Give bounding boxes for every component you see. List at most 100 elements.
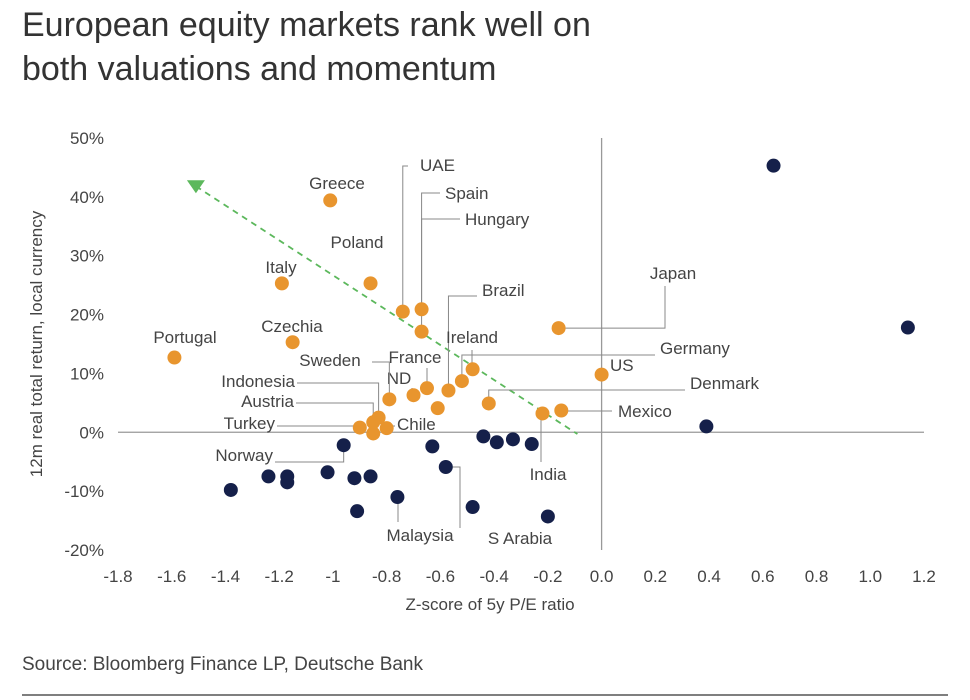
leader-line [445,466,461,528]
point-label: Mexico [618,402,672,421]
x-tick-label: -0.4 [479,567,508,586]
source: Source: Bloomberg Finance LP, Deutsche B… [22,654,423,675]
point [379,421,394,436]
point [352,420,367,435]
point [167,350,182,365]
point [395,304,410,319]
y-tick-label: 0% [79,423,104,442]
point-label: S Arabia [488,529,553,548]
x-tick-label: -1.2 [265,567,294,586]
point [438,460,453,475]
point [347,471,362,486]
point [425,439,440,454]
point [594,367,609,382]
point [430,401,445,416]
point [323,193,338,208]
point [476,429,491,444]
point [366,415,381,430]
point-label: Portugal [153,328,216,347]
x-tick-label: -1.8 [103,567,132,586]
point-label: Italy [265,258,297,277]
point [699,419,714,434]
point-label: Chile [397,415,436,434]
y-axis-label: 12m real total return, local currency [27,210,46,477]
point-label: Ireland [446,328,498,347]
leader-line [421,218,460,332]
point-label: Austria [241,392,294,411]
point [363,469,378,484]
point-label: UAE [420,156,455,175]
point [524,437,539,452]
point [261,469,276,484]
point [414,324,429,339]
x-tick-label: 0.4 [697,567,721,586]
point [280,475,295,490]
leader-line [421,192,440,310]
point [505,432,520,447]
point [285,335,300,350]
point [274,276,289,291]
point [336,438,351,453]
point [554,403,569,418]
point-label: Spain [445,184,488,203]
x-tick-label: -1.6 [157,567,186,586]
point [441,383,456,398]
point [419,381,434,396]
leader-line [461,354,655,382]
point [382,392,397,407]
y-tick-label: 20% [70,306,104,325]
point-label: Malaysia [386,526,454,545]
point [900,320,915,335]
point-label: Hungary [465,210,530,229]
point-label: Sweden [299,351,360,370]
x-tick-label: 0.2 [644,567,668,586]
point-label: Norway [215,446,273,465]
point [481,396,496,411]
leader-line [447,295,477,391]
point [535,406,550,421]
x-tick-label: 0.6 [751,567,775,586]
point-label: US [610,356,634,375]
point-label: Greece [309,174,365,193]
leader-line [296,402,374,423]
x-tick-label: -0.2 [533,567,562,586]
x-tick-label: -1.4 [211,567,240,586]
point-label: Germany [660,339,730,358]
point-label: India [530,465,567,484]
x-tick-label: 0.0 [590,567,614,586]
x-tick-label: -0.6 [426,567,455,586]
point [350,504,365,519]
point [465,362,480,377]
point [366,426,381,441]
leader-line [297,382,380,418]
leader-line [275,445,345,463]
leader-line [402,165,408,312]
x-tick-label: 0.8 [805,567,829,586]
trend-arrow [186,180,205,194]
point [406,388,421,403]
point-label: ND [387,369,412,388]
leader-line [558,286,666,329]
trend-line [195,185,578,435]
point [454,374,469,389]
y-tick-label: 30% [70,247,104,266]
point-label: France [389,348,442,367]
chart-title: European equity markets rank well on both… [22,6,591,88]
point [489,435,504,450]
point-label: Japan [650,264,696,283]
point [766,158,781,173]
point-label: Brazil [482,281,525,300]
y-tick-label: -20% [64,541,104,560]
point [390,490,405,505]
leader-line [372,361,390,400]
point [363,276,378,291]
point-label: Denmark [690,374,759,393]
point-label: Turkey [224,414,276,433]
point [465,500,480,515]
y-tick-label: 10% [70,364,104,383]
x-axis-label: Z-score of 5y P/E ratio [405,595,574,614]
x-tick-label: 1.0 [858,567,882,586]
point [414,302,429,317]
point-label: Czechia [261,317,323,336]
